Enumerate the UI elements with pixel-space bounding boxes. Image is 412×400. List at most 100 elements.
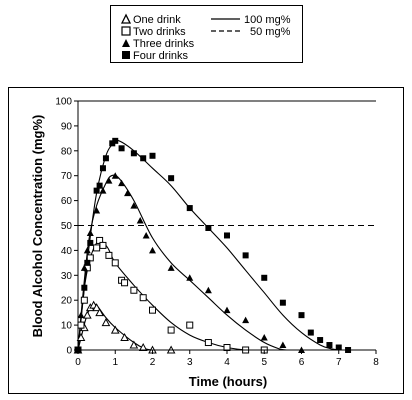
three-drinks-curve: [77, 174, 287, 351]
x-tick-label: 7: [336, 357, 342, 368]
two-drinks-point: [80, 296, 88, 304]
three-drinks-point: [149, 246, 156, 254]
three-drinks-point: [242, 316, 250, 324]
x-tick-label: 0: [75, 357, 81, 368]
four-drinks-point: [81, 284, 88, 291]
one-drink-point: [101, 318, 111, 327]
three-drinks-point: [142, 231, 150, 239]
four-drinks-point: [298, 312, 305, 319]
four-drinks-point: [84, 259, 91, 266]
x-tick-label: 2: [150, 357, 156, 368]
y-tick-label: 100: [55, 97, 72, 108]
three-drinks-point: [105, 177, 113, 184]
two-drinks-point: [121, 279, 129, 287]
three-drinks-point: [124, 189, 132, 197]
four-drinks-point: [261, 274, 268, 281]
y-tick-label: 70: [61, 171, 73, 182]
legend-svg: One drink Two drinks Three drinks Four d…: [120, 13, 291, 62]
y-tick-label: 30: [61, 271, 73, 282]
x-tick-label: 6: [299, 357, 305, 368]
two-drinks-point: [130, 286, 138, 294]
four-drinks-point: [317, 337, 324, 344]
four-drinks-point: [102, 155, 109, 162]
three-drinks-point: [77, 311, 85, 319]
four-drinks-point: [168, 175, 175, 182]
one-drink-point: [92, 303, 101, 312]
four-drinks-point: [307, 329, 314, 336]
x-tick-label: 8: [373, 357, 379, 368]
one-drink-legend-marker: [120, 13, 132, 24]
three-drinks-point: [167, 264, 175, 271]
three-drinks-point: [99, 187, 107, 194]
three-drinks-point: [279, 341, 287, 349]
y-tick-label: 50: [61, 221, 73, 232]
one-drink-point: [82, 310, 92, 319]
two-drinks-point: [204, 339, 212, 347]
x-tick-label: 3: [187, 357, 193, 368]
y-axis-label: Blood Alcohol Concentration (mg%): [30, 115, 45, 338]
three-drinks-point: [93, 207, 101, 214]
three-drinks-point: [130, 202, 138, 209]
three-drinks-point: [223, 306, 231, 314]
two-drinks-point: [167, 326, 175, 334]
four-drinks-point: [205, 224, 212, 231]
y-tick-label: 0: [66, 346, 72, 357]
two-drinks-point: [99, 241, 107, 249]
four-drinks-legend-marker: [122, 51, 130, 59]
four-drinks-point: [224, 232, 230, 239]
fitted-curves: [77, 139, 339, 351]
one-drink-point: [120, 332, 129, 342]
four-drinks-point: [99, 165, 106, 172]
data-points: [73, 137, 352, 354]
one-drink-point: [76, 332, 86, 342]
three-drinks-point: [111, 172, 119, 179]
four-drinks-point: [130, 150, 137, 157]
four-drinks-point: [118, 145, 125, 152]
three-drinks-point: [118, 179, 126, 187]
four-drinks-point: [140, 155, 147, 162]
four-drinks-point: [326, 342, 333, 349]
two-drinks-point: [111, 259, 119, 267]
x-tick-label: 4: [224, 357, 230, 368]
two-drinks-point: [105, 251, 113, 259]
two-drinks-legend-marker: [121, 26, 131, 36]
three-drinks-point: [204, 286, 212, 294]
four-drinks-point: [335, 344, 342, 351]
three-drinks-legend-marker: [122, 39, 130, 47]
three-drinks-point: [260, 334, 268, 341]
one-drink-point: [95, 308, 104, 317]
four-drinks-point: [279, 299, 286, 306]
legend-three-drinks: Three drinks: [133, 38, 195, 50]
four-drinks-point: [186, 205, 193, 212]
chart-frame: [8, 87, 404, 394]
four-drinks-point: [87, 239, 94, 246]
one-drink-point: [110, 325, 120, 334]
four-drinks-curve: [77, 139, 339, 351]
four-drinks-point: [96, 182, 103, 189]
y-tick-label: 80: [61, 146, 73, 157]
legend-50mg: 50 mg%: [250, 26, 291, 38]
x-tick-label: 5: [261, 357, 267, 368]
reference-lines: [78, 100, 376, 226]
two-drinks-point: [149, 306, 156, 314]
three-drinks-point: [136, 217, 144, 224]
y-tick-label: 60: [61, 196, 73, 207]
two-drinks-point: [93, 244, 101, 252]
three-drinks-point: [186, 274, 194, 281]
y-tick-label: 90: [61, 121, 73, 132]
three-drinks-point: [80, 264, 88, 271]
y-tick-label: 10: [61, 321, 73, 332]
one-drink-point: [129, 340, 139, 349]
two-drinks-point: [186, 321, 194, 329]
one-drink-point: [138, 342, 148, 352]
legend: One drink Two drinks Three drinks Four d…: [110, 5, 303, 63]
legend-two-drinks: Two drinks: [133, 26, 186, 38]
legend-one-drink: One drink: [133, 14, 181, 26]
y-tick-label: 40: [61, 246, 73, 257]
legend-four-drinks: Four drinks: [133, 50, 189, 62]
four-drinks-point: [242, 252, 249, 259]
two-drinks-curve: [77, 239, 246, 351]
x-axis-label: Time (hours): [189, 374, 268, 389]
